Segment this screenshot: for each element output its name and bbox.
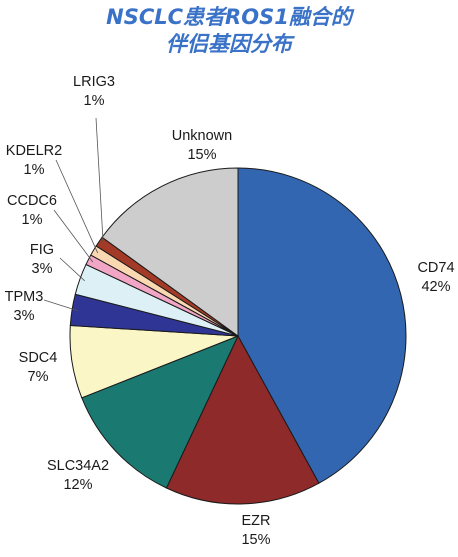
- slice-label-kdelr2: KDELR2: [6, 143, 62, 159]
- slice-percent-cd74: 42%: [421, 279, 450, 295]
- slice-percent-ccdc6: 1%: [22, 212, 43, 228]
- slice-label-tpm3: TPM3: [5, 289, 44, 305]
- slice-percent-lrig3: 1%: [84, 93, 105, 109]
- slice-label-cd74: CD74: [417, 260, 454, 276]
- slice-label-ezr: EZR: [242, 513, 271, 529]
- slice-label-unknown: Unknown: [172, 128, 232, 144]
- slice-label-lrig3: LRIG3: [73, 74, 115, 90]
- slice-percent-unknown: 15%: [187, 147, 216, 163]
- leader-line-kdelr2: [56, 160, 98, 253]
- leader-line-ccdc6: [54, 210, 93, 262]
- slice-percent-tpm3: 3%: [14, 308, 35, 324]
- leader-line-fig: [60, 258, 85, 281]
- leader-line-tpm3: [44, 300, 77, 311]
- slice-label-sdc4: SDC4: [19, 350, 58, 366]
- leader-line-lrig3: [96, 118, 103, 244]
- slice-label-ccdc6: CCDC6: [7, 193, 57, 209]
- slice-percent-slc34a2: 12%: [63, 477, 92, 493]
- pie-slices: [70, 168, 406, 504]
- slice-label-fig: FIG: [30, 242, 54, 258]
- slice-percent-fig: 3%: [32, 261, 53, 277]
- slice-label-slc34a2: SLC34A2: [47, 458, 109, 474]
- slice-percent-ezr: 15%: [241, 532, 270, 548]
- slice-percent-sdc4: 7%: [28, 369, 49, 385]
- slice-percent-kdelr2: 1%: [24, 162, 45, 178]
